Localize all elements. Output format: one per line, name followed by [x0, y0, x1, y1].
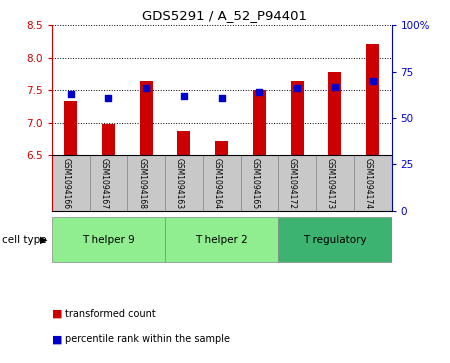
Text: percentile rank within the sample: percentile rank within the sample [65, 334, 230, 344]
Text: GSM1094165: GSM1094165 [250, 158, 259, 209]
Text: ■: ■ [52, 334, 62, 344]
Point [67, 91, 74, 97]
Text: T helper 2: T helper 2 [195, 234, 248, 245]
Point [218, 95, 225, 101]
Point [143, 85, 150, 91]
Bar [328, 72, 342, 155]
Bar [177, 131, 190, 155]
Text: GDS5291 / A_52_P94401: GDS5291 / A_52_P94401 [143, 9, 307, 22]
Bar [278, 217, 392, 262]
Bar [366, 44, 379, 155]
Bar [140, 81, 153, 155]
Text: transformed count: transformed count [65, 309, 156, 319]
Bar [253, 90, 266, 155]
Point [180, 93, 188, 99]
Text: GSM1094167: GSM1094167 [99, 158, 108, 209]
Text: GSM1094163: GSM1094163 [175, 158, 184, 209]
Bar [64, 101, 77, 155]
Text: cell type: cell type [2, 234, 47, 245]
Bar [354, 155, 392, 211]
Bar [316, 155, 354, 211]
Point [369, 78, 376, 84]
Bar [52, 155, 90, 211]
Point [256, 89, 263, 95]
Bar [203, 155, 240, 211]
Bar [90, 155, 127, 211]
Bar [165, 155, 203, 211]
Text: GSM1094172: GSM1094172 [288, 158, 297, 209]
Text: GSM1094174: GSM1094174 [364, 158, 373, 209]
Text: ▶: ▶ [40, 234, 48, 245]
Bar [291, 81, 304, 155]
Text: GSM1094164: GSM1094164 [212, 158, 221, 209]
Bar [127, 155, 165, 211]
Text: T helper 9: T helper 9 [82, 234, 135, 245]
Point [293, 85, 301, 91]
Bar [215, 141, 228, 155]
Text: GSM1094173: GSM1094173 [326, 158, 335, 209]
Text: GSM1094168: GSM1094168 [137, 158, 146, 209]
Bar [52, 217, 165, 262]
Point [331, 83, 338, 89]
Point [105, 95, 112, 101]
Text: T regulatory: T regulatory [303, 234, 367, 245]
Bar [102, 124, 115, 155]
Text: GSM1094166: GSM1094166 [62, 158, 71, 209]
Bar [278, 155, 316, 211]
Text: ■: ■ [52, 309, 62, 319]
Bar [240, 155, 278, 211]
Bar [165, 217, 278, 262]
